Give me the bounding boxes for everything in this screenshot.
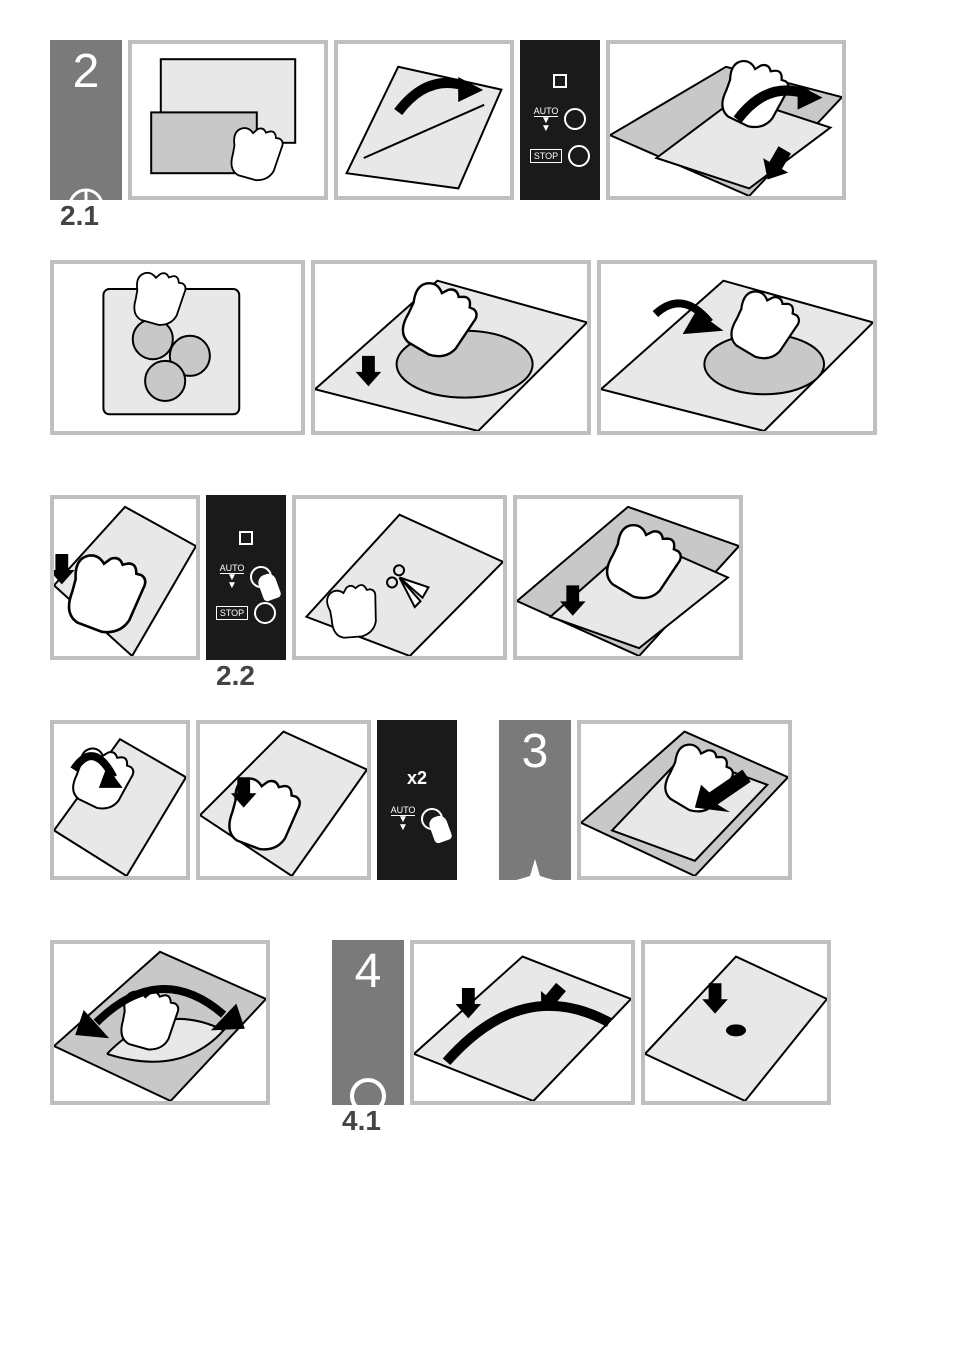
instruction-panel: 2.1.7 bbox=[50, 495, 200, 660]
section-badge: 3 bbox=[499, 720, 571, 880]
section-badge: 2 bbox=[50, 40, 122, 200]
stop-button[interactable] bbox=[254, 602, 276, 624]
finger-press-icon bbox=[257, 571, 283, 602]
instruction-panel: 2.2.1 bbox=[292, 495, 507, 660]
instruction-row: 2 2.1.1 2.1.2 AUTO ▼▼ STOP bbox=[50, 40, 904, 200]
instruction-panel: 2.2.4 bbox=[196, 720, 371, 880]
diagram-illustration bbox=[296, 499, 503, 656]
down-arrows-icon: ▼▼ bbox=[391, 816, 416, 832]
instruction-panel: 3.1 bbox=[577, 720, 792, 880]
instruction-row: 3.2 4 4.1 4.1 4.2 bbox=[50, 940, 904, 1105]
down-arrows-icon: ▼▼ bbox=[534, 117, 559, 133]
stop-button-row: STOP bbox=[530, 145, 590, 167]
badge-number: 3 bbox=[522, 728, 549, 776]
instruction-panel: 2.1.3 bbox=[606, 40, 846, 200]
section-label: 2.2 bbox=[216, 660, 255, 692]
stop-button[interactable] bbox=[568, 145, 590, 167]
instruction-row: 2.1.4 2.1.5 2.1.6 bbox=[50, 260, 904, 435]
stop-button-row: STOP bbox=[216, 602, 276, 624]
badge-number: 2 bbox=[73, 48, 100, 96]
auto-button[interactable] bbox=[421, 808, 443, 830]
diagram-illustration bbox=[200, 724, 367, 876]
instruction-row: 2.1.7 AUTO ▼▼ STOP 2.2 2. bbox=[50, 495, 904, 660]
section-label: 2.1 bbox=[60, 200, 99, 232]
diagram-illustration bbox=[645, 944, 827, 1101]
instruction-row: 2.2.3 2.2.4x2 AUTO ▼▼ 3 3.1 bbox=[50, 720, 904, 880]
badge-icon bbox=[499, 776, 571, 880]
diagram-illustration bbox=[54, 499, 196, 656]
instruction-panel: 2.1.1 bbox=[128, 40, 328, 200]
section-label: 4.1 bbox=[342, 1105, 381, 1137]
diagram-illustration bbox=[315, 264, 587, 431]
auto-button[interactable] bbox=[250, 566, 272, 588]
instruction-panel: 3.2 bbox=[50, 940, 270, 1105]
diagram-illustration bbox=[132, 44, 324, 196]
control-panel: AUTO ▼▼ STOP bbox=[520, 40, 600, 200]
auto-button-row: AUTO ▼▼ bbox=[220, 563, 273, 590]
instruction-panel: 2.1.2 bbox=[334, 40, 514, 200]
indicator-light-icon bbox=[239, 531, 253, 545]
diagram-illustration bbox=[517, 499, 739, 656]
diagram-illustration bbox=[54, 264, 301, 431]
badge-icon bbox=[332, 996, 404, 1105]
auto-button-row: AUTO ▼▼ bbox=[391, 805, 444, 832]
indicator-light-icon bbox=[553, 74, 567, 88]
instruction-panel: 4.2 bbox=[641, 940, 831, 1105]
diagram-illustration bbox=[581, 724, 788, 876]
instruction-panel: 2.1.6 bbox=[597, 260, 877, 435]
down-arrows-icon: ▼▼ bbox=[220, 574, 245, 590]
instruction-panel: 2.2.3 bbox=[50, 720, 190, 880]
stop-label: STOP bbox=[216, 606, 248, 620]
badge-number: 4 bbox=[355, 948, 382, 996]
control-panel: x2 AUTO ▼▼ bbox=[377, 720, 457, 880]
badge-icon bbox=[50, 96, 122, 200]
diagram-illustration bbox=[338, 44, 510, 196]
diagram-illustration bbox=[601, 264, 873, 431]
auto-button-row: AUTO ▼▼ bbox=[534, 106, 587, 133]
stop-label: STOP bbox=[530, 149, 562, 163]
x2-label: x2 bbox=[407, 768, 427, 789]
diagram-illustration bbox=[54, 944, 266, 1101]
instruction-panel: 4.1 bbox=[410, 940, 635, 1105]
diagram-illustration bbox=[54, 724, 186, 876]
finger-press-icon bbox=[428, 813, 454, 844]
diagram-illustration bbox=[610, 44, 842, 196]
instruction-panel: 2.2.2 bbox=[513, 495, 743, 660]
control-panel: AUTO ▼▼ STOP 2.2 bbox=[206, 495, 286, 660]
diagram-illustration bbox=[414, 944, 631, 1101]
instruction-panel: 2.1.5 bbox=[311, 260, 591, 435]
instruction-page: 2 2.1.1 2.1.2 AUTO ▼▼ STOP bbox=[50, 40, 904, 1105]
auto-button[interactable] bbox=[564, 108, 586, 130]
instruction-panel: 2.1.4 bbox=[50, 260, 305, 435]
section-badge: 4 4.1 bbox=[332, 940, 404, 1105]
